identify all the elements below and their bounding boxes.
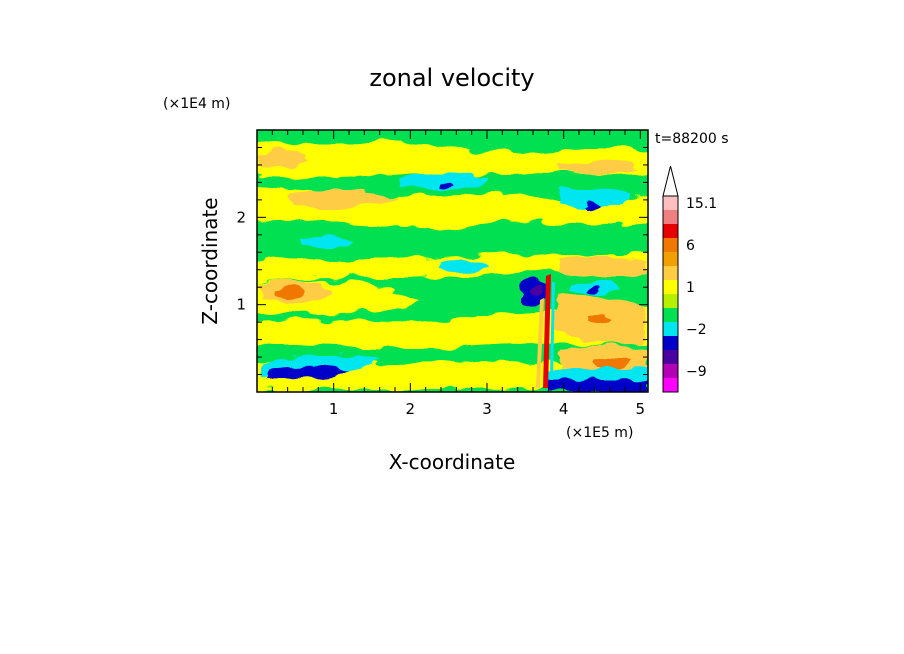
contour-patch (586, 201, 600, 210)
contour-patch (270, 366, 350, 379)
colorbar-swatch (663, 350, 678, 364)
time-label: t=88200 s (655, 131, 729, 147)
colorbar-label: 1 (686, 280, 695, 296)
colorbar-swatch (663, 280, 678, 294)
colorbar-swatch (663, 364, 678, 378)
colorbar-extend-arrow (662, 165, 679, 197)
contour-patch (560, 188, 630, 207)
contour-patch (440, 179, 454, 188)
x-tick-label: 3 (482, 400, 492, 418)
contour-patch (300, 234, 352, 249)
colorbar-swatch (663, 336, 678, 350)
contour-band (257, 306, 648, 348)
plot-area (257, 130, 648, 392)
colorbar-swatch (663, 308, 678, 322)
x-tick-label: 2 (406, 400, 416, 418)
contour-patch (440, 258, 490, 271)
colorbar: 15.1 6 1 −2 −9 (662, 165, 717, 393)
chart-title: zonal velocity (369, 64, 534, 92)
colorbar-label: −9 (686, 364, 707, 380)
contour-patch (588, 313, 610, 325)
colorbar-swatch (663, 210, 678, 224)
contour-patch (596, 356, 628, 370)
y-tick-label: 2 (236, 208, 246, 226)
colorbar-swatch (663, 224, 678, 238)
contour-patch (274, 286, 306, 300)
x-ticks: 1 2 3 4 5 (271, 130, 646, 418)
plot-frame (256, 129, 649, 393)
y-axis-label: Z-coordinate (198, 197, 222, 324)
x-axis-label: X-coordinate (389, 450, 516, 474)
contour-patch (290, 189, 400, 208)
y-unit-label: (×1E4 m) (163, 96, 230, 112)
colorbar-swatch (663, 266, 678, 280)
contour-patch (530, 284, 543, 297)
x-unit-label: (×1E5 m) (566, 425, 633, 441)
contour-patch (550, 378, 648, 392)
colorbar-frame (662, 195, 679, 393)
colorbar-swatch (663, 196, 678, 210)
x-tick-label: 4 (559, 400, 569, 418)
contour-patch (258, 151, 310, 168)
colorbar-swatch (663, 294, 678, 308)
contour-streak (550, 282, 555, 380)
contour-band (257, 140, 648, 178)
x-tick-label: 1 (329, 400, 339, 418)
contour-patch (560, 256, 646, 278)
y-tick-label: 1 (236, 296, 246, 314)
colorbar-swatch (663, 378, 678, 392)
contour-streak (536, 298, 544, 388)
contour-patch (586, 285, 600, 294)
colorbar-swatch (663, 238, 678, 252)
contour-patch (560, 160, 640, 175)
colorbar-swatch (663, 252, 678, 266)
colorbar-label: 15.1 (686, 196, 717, 212)
colorbar-swatch (663, 322, 678, 336)
y-ticks: 12 (236, 146, 648, 376)
x-tick-label: 5 (636, 400, 646, 418)
contour-streak (543, 274, 551, 388)
colorbar-label: 6 (686, 238, 695, 254)
colorbar-label: −2 (686, 322, 707, 338)
